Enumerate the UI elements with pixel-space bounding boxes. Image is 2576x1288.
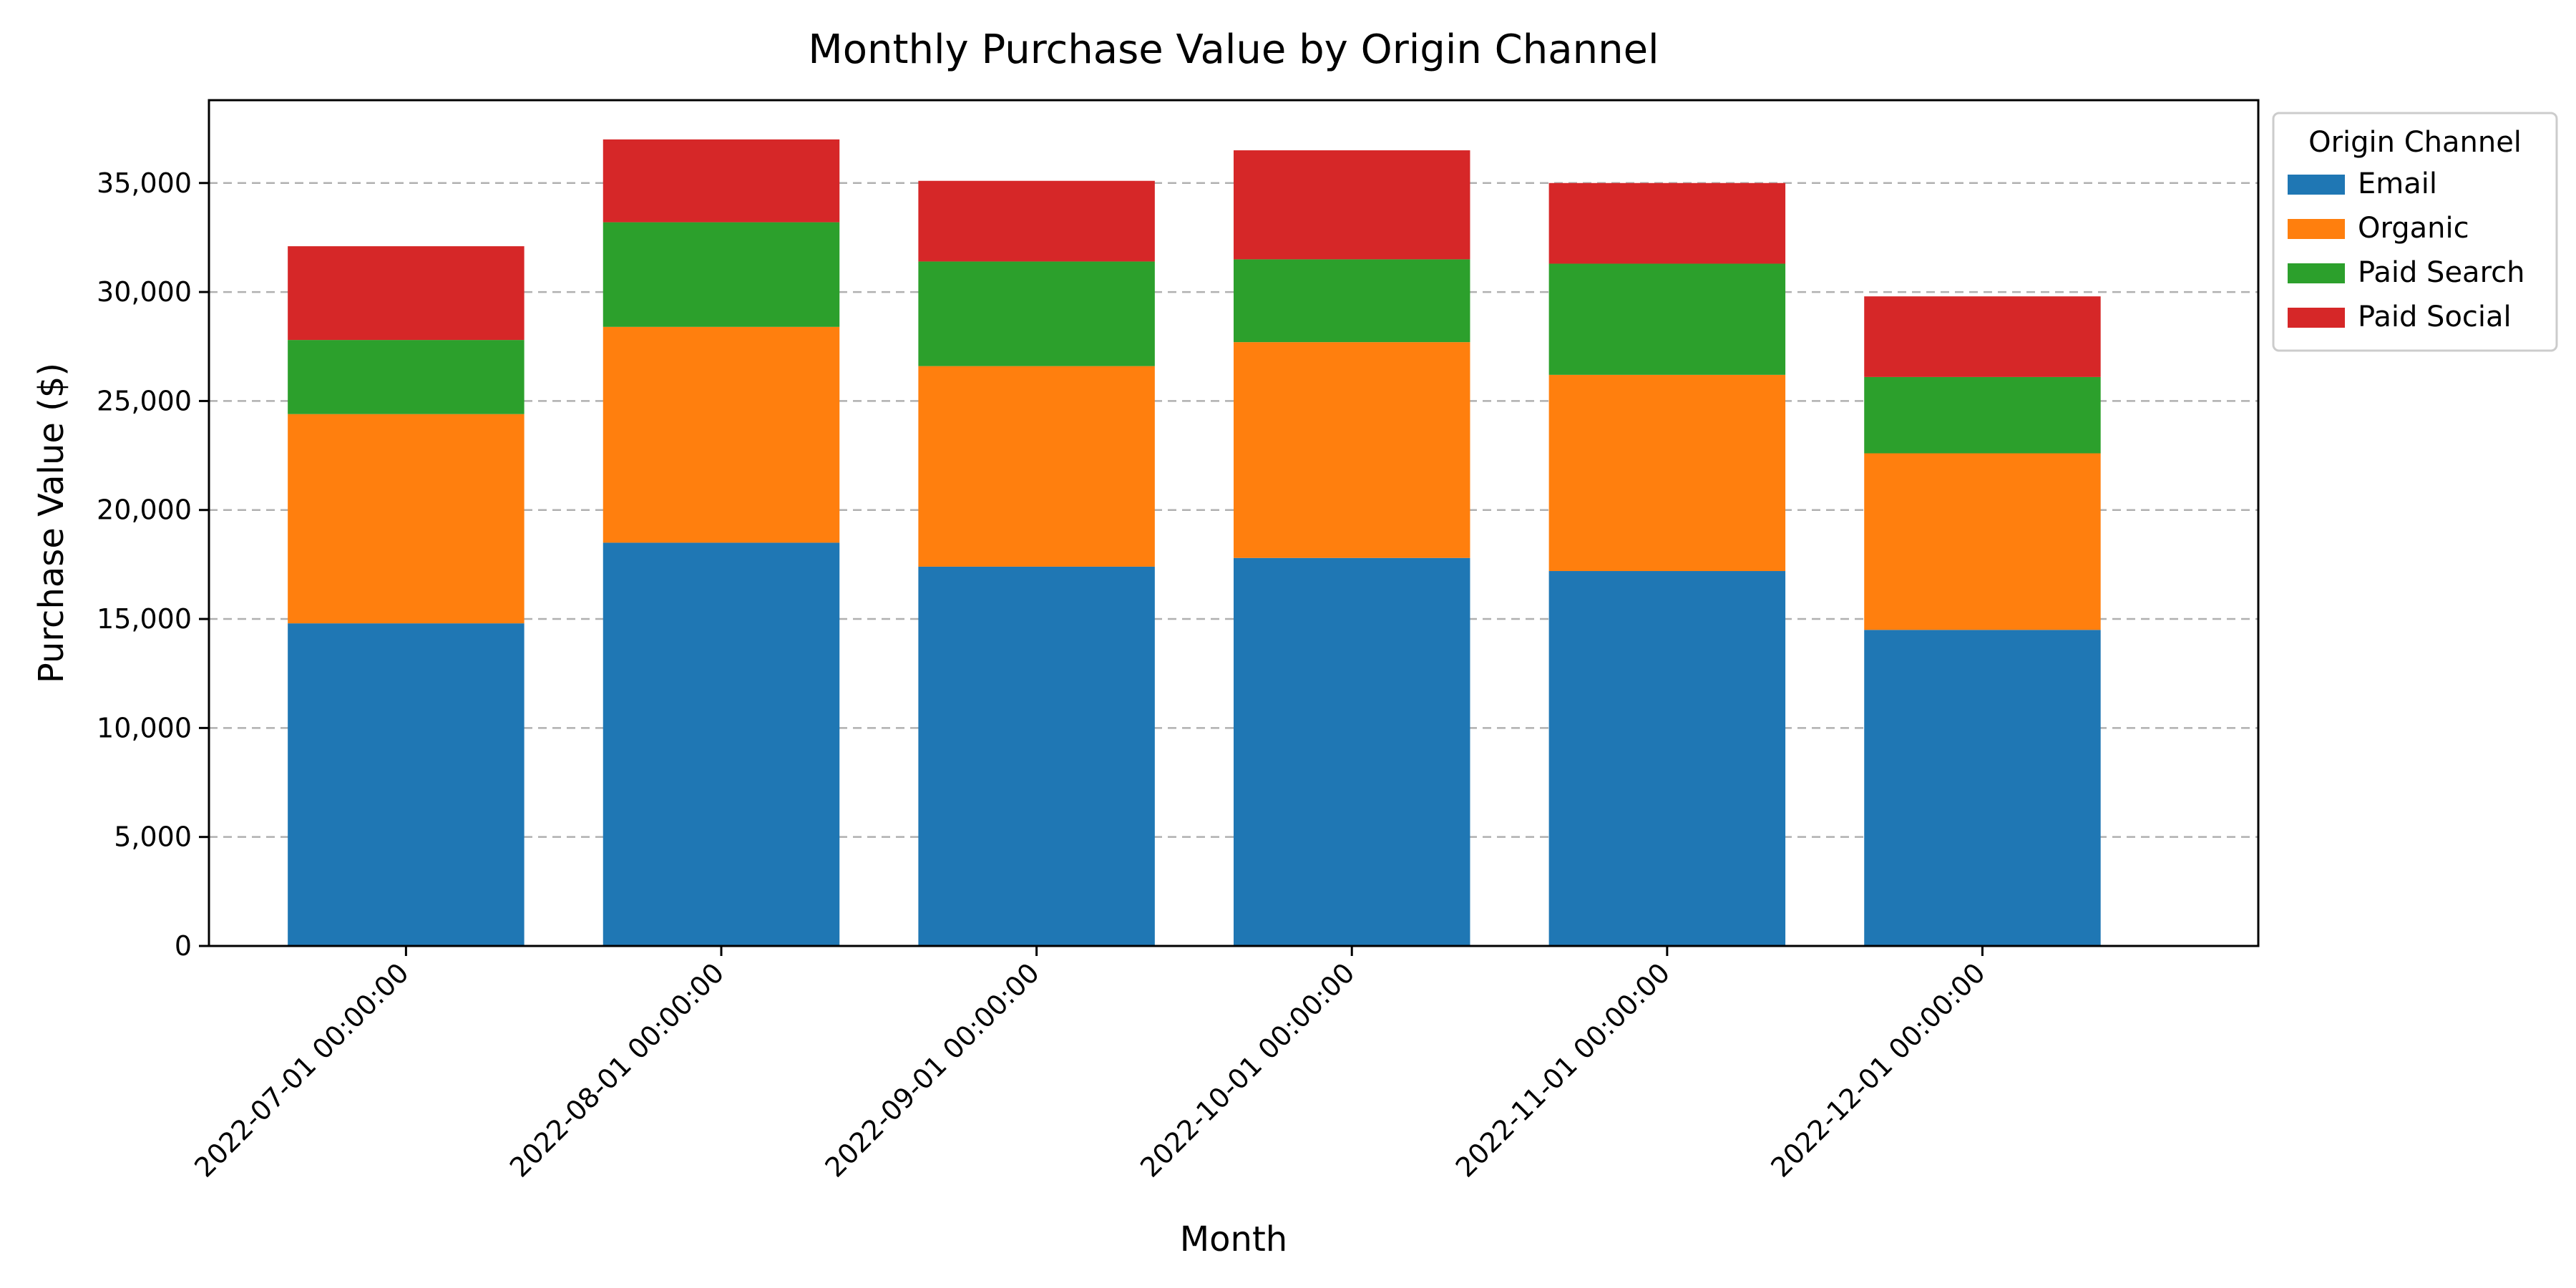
y-axis-ticks: 0 5,000 10,000 15,000 20,000 25,000 30,000 35,0…: [97, 167, 209, 962]
chart-title: Monthly Purchase Value by Origin Channel: [808, 26, 1659, 73]
legend-swatch: [2288, 263, 2345, 283]
x-tick-label: 2022-11-01 00:00:00: [1450, 957, 1676, 1183]
bar-organic: [602, 326, 840, 543]
bar-paid-social: [1864, 296, 2101, 377]
bar-paid-search: [1548, 263, 1786, 375]
bar-paid-search: [1234, 259, 1470, 343]
bar-paid-search: [1864, 376, 2101, 454]
legend-item-label: Organic: [2358, 212, 2469, 245]
bar-organic: [1234, 342, 1470, 558]
y-tick-label: 25,000: [97, 385, 192, 416]
x-axis-ticks: 2022-07-01 00:00:00 2022-08-01 00:00:00 20…: [188, 946, 1991, 1184]
bar-email: [1234, 557, 1470, 946]
y-tick-label: 20,000: [97, 494, 192, 526]
bar-paid-search: [602, 222, 840, 327]
x-tick-label: 2022-10-01 00:00:00: [1134, 957, 1360, 1183]
y-tick-label: 15,000: [97, 603, 192, 635]
bar-email: [1548, 571, 1786, 946]
legend-item-label: Email: [2358, 167, 2437, 200]
plot-frame: [208, 99, 2260, 947]
x-tick-label: 2022-07-01 00:00:00: [188, 957, 414, 1183]
bar-organic: [1864, 453, 2101, 630]
y-tick-label: 30,000: [97, 276, 192, 308]
x-tick-label: 2022-12-01 00:00:00: [1765, 957, 1991, 1183]
bar-email: [918, 566, 1155, 946]
y-tick-label: 5,000: [114, 821, 192, 853]
x-axis-label: Month: [1180, 1219, 1287, 1259]
legend-box: [2272, 112, 2558, 352]
legend-title: Origin Channel: [2308, 126, 2522, 159]
bar-organic: [288, 414, 525, 624]
x-tick-label: 2022-09-01 00:00:00: [819, 957, 1045, 1183]
y-tick-label: 0: [175, 930, 192, 962]
bar-paid-social: [918, 180, 1155, 262]
legend-swatch: [2288, 175, 2345, 195]
x-tick-label: 2022-08-01 00:00:00: [504, 957, 730, 1183]
bars: [288, 139, 2101, 946]
bar-organic: [918, 366, 1155, 567]
bar-paid-search: [918, 261, 1155, 366]
legend-swatch: [2288, 219, 2345, 239]
bar-email: [288, 623, 525, 946]
bar-paid-social: [288, 246, 525, 341]
y-axis-label: Purchase Value ($): [31, 363, 72, 683]
bar-email: [602, 542, 840, 946]
bar-paid-social: [602, 139, 840, 223]
bar-paid-social: [1234, 150, 1470, 260]
y-tick-label: 35,000: [97, 167, 192, 199]
legend-swatch: [2288, 308, 2345, 328]
legend-item-label: Paid Search: [2358, 256, 2524, 289]
bar-paid-search: [288, 340, 525, 414]
bar-email: [1864, 630, 2101, 946]
bar-paid-social: [1548, 182, 1786, 264]
legend-item-label: Paid Social: [2358, 301, 2512, 333]
y-tick-label: 10,000: [97, 712, 192, 743]
bar-organic: [1548, 374, 1786, 572]
legend: Origin Channel Email Organic Paid Search Pa…: [2272, 112, 2558, 352]
